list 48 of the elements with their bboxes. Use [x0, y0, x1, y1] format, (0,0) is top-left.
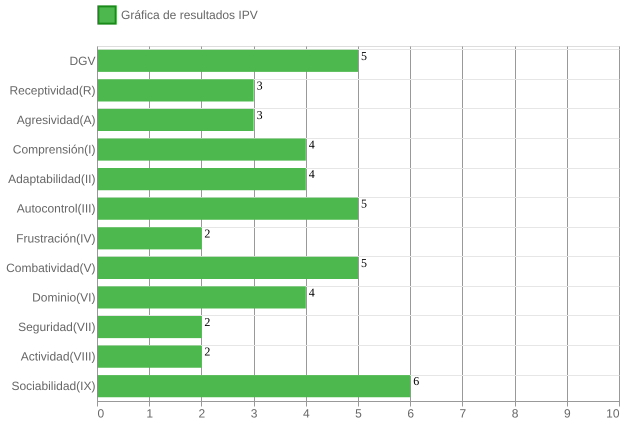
- data-label: 2: [204, 315, 210, 330]
- data-label: 4: [308, 138, 315, 152]
- data-label: 4: [308, 285, 315, 300]
- y-tick-label: Adaptabilidad(II): [8, 172, 96, 186]
- data-label: 5: [361, 196, 367, 211]
- x-tick-label: 9: [564, 406, 571, 420]
- bar: [97, 168, 306, 190]
- y-tick-label: Seguridad(VII): [18, 320, 96, 334]
- y-tick-label: Dominio(VI): [32, 290, 96, 304]
- y-tick-label: DGV: [69, 54, 96, 68]
- y-tick-label: Sociabilidad(IX): [11, 379, 96, 394]
- y-tick-label: Actividad(VIII): [20, 350, 96, 364]
- bar: [97, 316, 202, 338]
- y-tick-label: Receptividad(R): [9, 83, 96, 98]
- bar: [97, 256, 358, 279]
- x-tick-label: 10: [606, 406, 620, 420]
- y-tick-label: Comprensión(I): [12, 142, 96, 157]
- data-label: 5: [361, 256, 367, 270]
- y-tick-label: Frustración(IV): [16, 231, 96, 246]
- x-tick-label: 2: [198, 406, 206, 420]
- data-label: 3: [256, 78, 263, 92]
- bar: [97, 79, 254, 102]
- legend-label: Gráfica de resultados IPV: [121, 8, 258, 22]
- data-label: 6: [413, 374, 420, 388]
- y-tick-label: Autocontrol(III): [16, 202, 96, 216]
- bar: [97, 286, 306, 309]
- x-tick-label: 0: [98, 406, 104, 420]
- data-label: 4: [308, 167, 315, 182]
- data-label: 5: [361, 48, 367, 63]
- data-label: 2: [204, 226, 210, 240]
- x-tick-label: 7: [460, 406, 467, 420]
- x-tick-label: 1: [146, 406, 154, 420]
- bar: [97, 138, 306, 161]
- bar: [97, 198, 358, 220]
- y-tick-label: Combatividad(V): [6, 260, 96, 275]
- x-tick-label: 3: [250, 406, 258, 420]
- data-label: 2: [204, 344, 210, 359]
- x-tick-label: 6: [407, 406, 414, 420]
- bar: [97, 346, 202, 368]
- bar: [97, 108, 254, 132]
- x-tick-label: 5: [355, 406, 362, 420]
- x-tick-label: 8: [512, 406, 519, 420]
- bar: [97, 50, 358, 72]
- x-tick-label: 4: [302, 406, 310, 420]
- bar: [97, 227, 202, 250]
- bar: [97, 375, 410, 398]
- y-tick-label: Agresividad(A): [16, 112, 96, 127]
- data-label: 3: [256, 108, 263, 122]
